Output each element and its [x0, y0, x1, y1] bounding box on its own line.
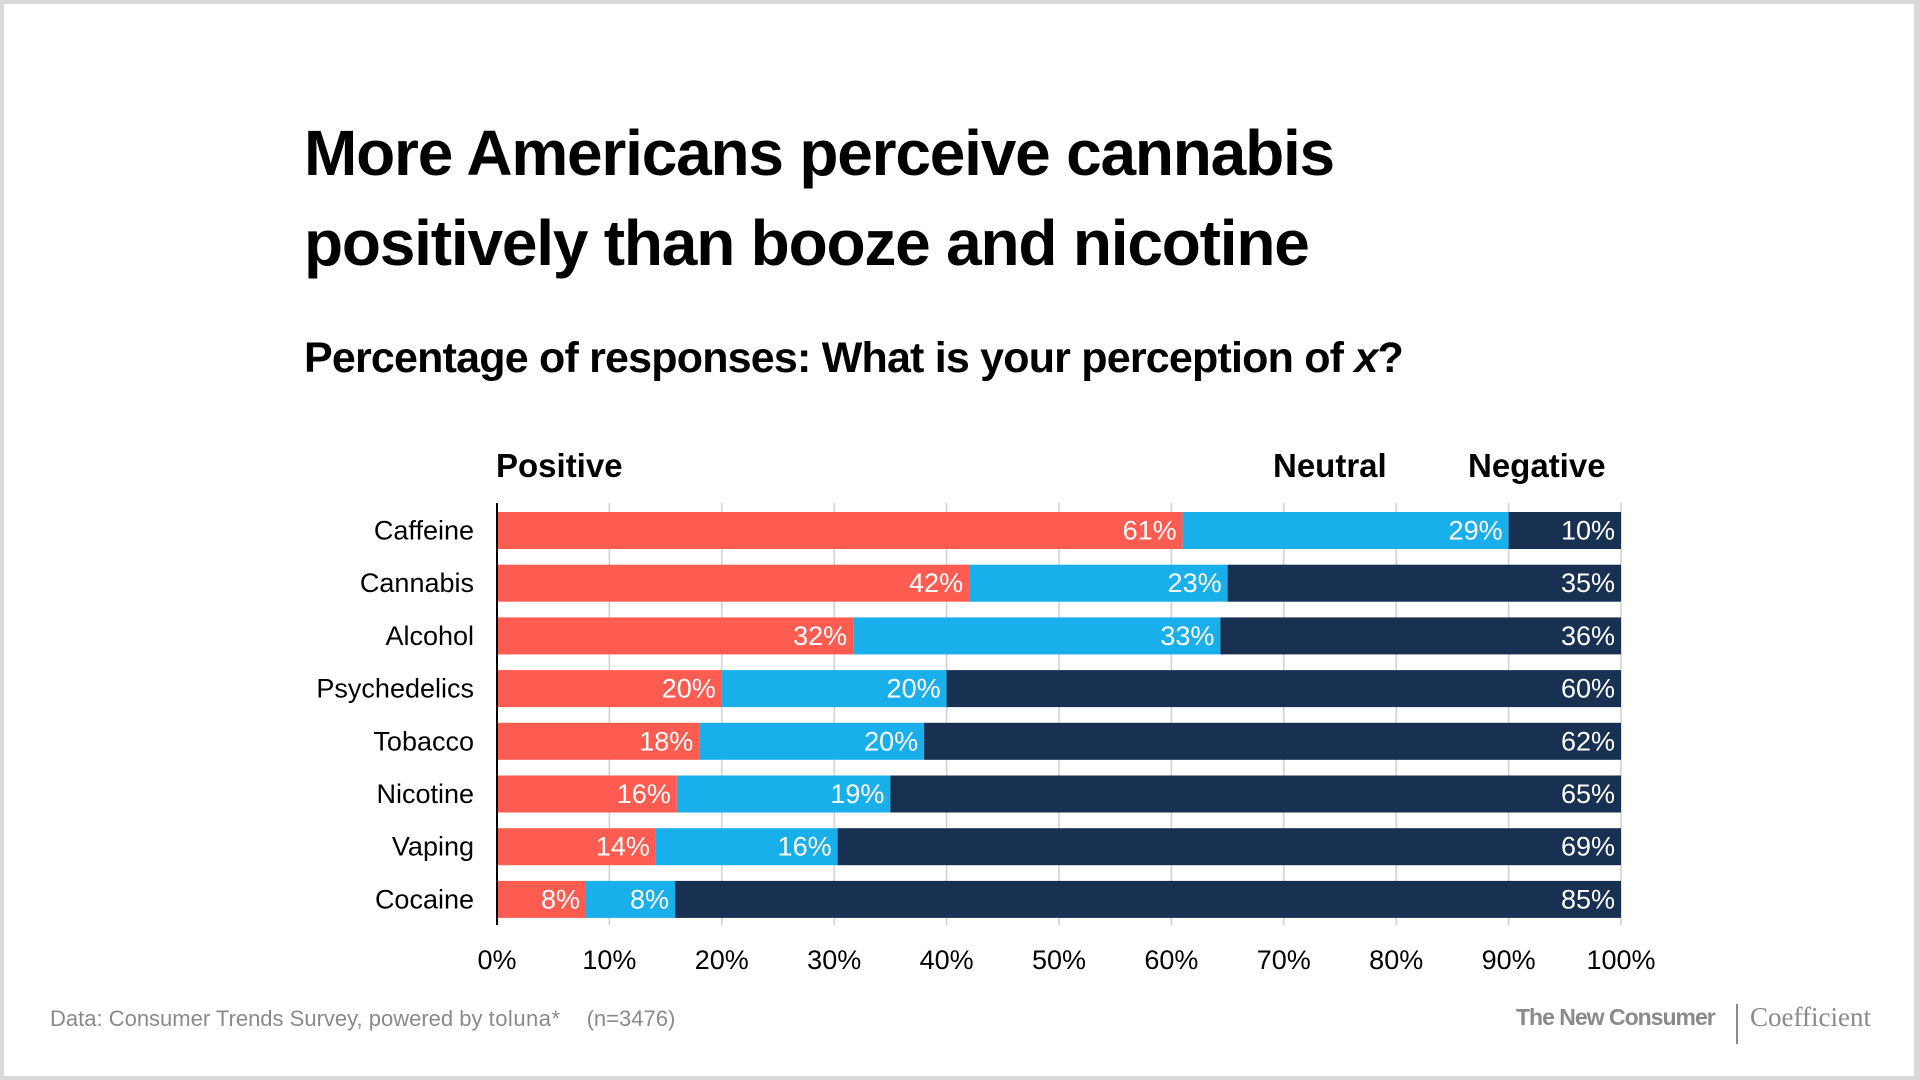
data-label-neutral: 29%: [1449, 516, 1503, 546]
data-label-negative: 60%: [1561, 674, 1615, 704]
category-label: Nicotine: [376, 779, 474, 809]
legend-positive: Positive: [496, 447, 623, 484]
bar-segment-negative: [890, 775, 1621, 813]
data-label-neutral: 19%: [830, 779, 884, 809]
bar-segment-negative: [1227, 564, 1621, 602]
x-tick-label: 60%: [1144, 945, 1198, 975]
legend-negative: Negative: [1468, 447, 1606, 484]
toluna-logo: toluna*: [488, 1006, 561, 1031]
x-tick-label: 100%: [1586, 945, 1655, 975]
bar-segment-neutral: [853, 617, 1221, 655]
bar-segment-positive: [497, 512, 1183, 549]
data-label-negative: 69%: [1561, 832, 1615, 862]
bar-segment-neutral: [1182, 512, 1509, 549]
data-label-positive: 32%: [793, 621, 847, 651]
category-label: Alcohol: [385, 621, 474, 651]
data-label-positive: 61%: [1123, 516, 1177, 546]
x-tick-label: 40%: [920, 945, 974, 975]
title-line-1: More Americans perceive cannabis: [304, 117, 1335, 189]
category-label: Psychedelics: [316, 674, 474, 704]
sample-size: (n=3476): [586, 1006, 676, 1031]
bar-segment-positive: [497, 880, 587, 918]
data-label-neutral: 33%: [1160, 621, 1214, 651]
data-label-positive: 16%: [617, 779, 671, 809]
subtitle-variable: x: [1354, 334, 1378, 382]
bar-segment-positive: [497, 722, 700, 760]
bar-segment-neutral: [699, 722, 925, 760]
source-text: Data: Consumer Trends Survey, powered by: [50, 1006, 489, 1031]
x-tick-label: 80%: [1369, 945, 1423, 975]
bar-segment-positive: [497, 617, 854, 655]
subtitle-suffix: ?: [1377, 334, 1403, 382]
data-label-negative: 36%: [1561, 621, 1615, 651]
bar-segment-negative: [946, 670, 1621, 708]
chart-subtitle: Percentage of responses: What is your pe…: [304, 328, 1704, 388]
chart-title: More Americans perceive cannabis positiv…: [304, 108, 1704, 288]
category-label: Caffeine: [374, 516, 474, 546]
brand-the-new-consumer: The New Consumer: [1516, 1004, 1716, 1030]
bar-segment-negative: [1508, 512, 1621, 549]
data-label-negative: 35%: [1561, 568, 1615, 598]
bar-segment-neutral: [721, 670, 947, 708]
bar-segment-negative: [675, 880, 1621, 918]
data-label-negative: 10%: [1561, 516, 1615, 546]
bars: 61% 29% 10% 42% 23% 35% 32% 33% 36% 20% 20% 60% 18% 2…: [497, 512, 1621, 918]
bar-segment-neutral: [969, 564, 1228, 602]
data-label-neutral: 16%: [778, 832, 832, 862]
data-label-neutral: 20%: [887, 674, 941, 704]
title-line-2: positively than booze and nicotine: [304, 207, 1310, 279]
data-label-neutral: 20%: [864, 726, 918, 756]
x-tick-labels: 0% 10% 20% 30% 40% 50% 60% 70% 80% 90% 100%: [477, 945, 1655, 975]
data-label-neutral: 8%: [630, 884, 669, 914]
bar-segment-neutral: [676, 775, 891, 813]
data-label-negative: 65%: [1561, 779, 1615, 809]
data-label-positive: 14%: [596, 832, 650, 862]
data-label-positive: 20%: [662, 674, 716, 704]
x-tick-label: 10%: [582, 945, 636, 975]
category-label: Cocaine: [375, 884, 474, 914]
brand-coefficient: Coefficient: [1750, 1002, 1871, 1032]
x-tick-label: 50%: [1032, 945, 1086, 975]
bar-segment-positive: [497, 775, 677, 813]
legend-neutral: Neutral: [1273, 447, 1387, 484]
x-tick-label: 20%: [695, 945, 749, 975]
category-labels: Caffeine Cannabis Alcohol Psychedelics Tobac…: [316, 516, 474, 915]
data-label-negative: 62%: [1561, 726, 1615, 756]
bar-segment-negative: [837, 828, 1621, 866]
brand-divider: [1736, 1004, 1738, 1044]
data-label-positive: 18%: [639, 726, 693, 756]
x-tick-label: 30%: [807, 945, 861, 975]
bar-segment-negative: [1220, 617, 1621, 655]
data-label-neutral: 23%: [1168, 568, 1222, 598]
category-label: Cannabis: [360, 568, 474, 598]
category-label: Tobacco: [373, 726, 474, 756]
data-label-negative: 85%: [1561, 884, 1615, 914]
bar-segment-neutral: [586, 880, 676, 918]
source-note: Data: Consumer Trends Survey, powered by…: [50, 1006, 675, 1032]
x-tick-label: 0%: [477, 945, 516, 975]
bar-segment-negative: [924, 722, 1621, 760]
bar-segment-positive: [497, 564, 970, 602]
bar-segment-positive: [497, 670, 722, 708]
category-label: Vaping: [392, 832, 474, 862]
data-label-positive: 42%: [909, 568, 963, 598]
x-tick-label: 90%: [1482, 945, 1536, 975]
bar-segment-positive: [497, 828, 656, 866]
subtitle-prefix: Percentage of responses: What is your pe…: [304, 334, 1355, 382]
data-label-positive: 8%: [541, 884, 580, 914]
x-tick-label: 70%: [1257, 945, 1311, 975]
bar-segment-neutral: [655, 828, 838, 866]
